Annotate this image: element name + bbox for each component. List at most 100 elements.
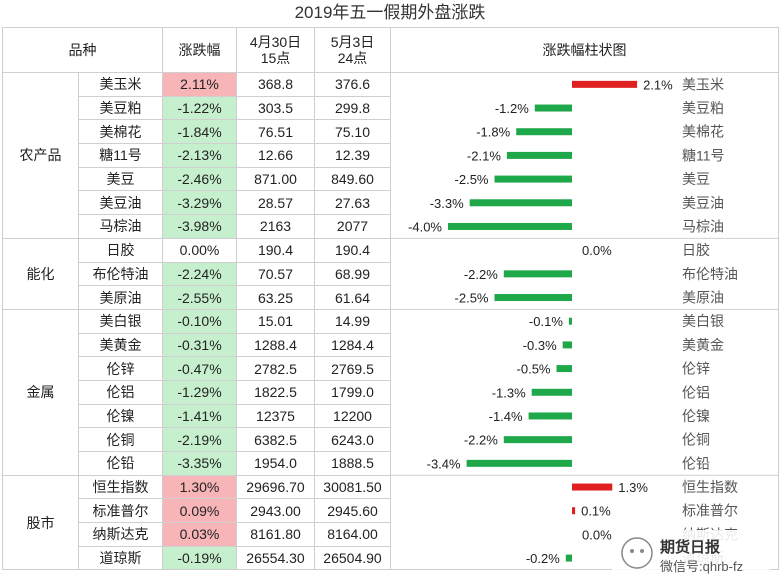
data-label: -2.2% xyxy=(464,267,498,282)
table-row: 糖11号 -2.13% 12.66 12.39 xyxy=(3,143,779,168)
table-row: 美原油 -2.55% 63.25 61.64 xyxy=(3,285,779,310)
bar xyxy=(494,294,572,302)
price-may3: 849.60 xyxy=(314,166,391,192)
table-row: 伦铅 -3.35% 1954.0 1888.5 xyxy=(3,451,779,476)
data-label: -1.4% xyxy=(489,409,523,424)
wechat-logo-icon xyxy=(621,537,653,569)
category-label: 伦锌 xyxy=(682,361,710,377)
change-cell: -2.19% xyxy=(162,427,237,452)
product-name: 美豆粕 xyxy=(78,95,163,121)
product-name: 标准普尔 xyxy=(78,498,163,524)
data-label: -0.3% xyxy=(523,338,557,353)
price-apr30: 368.8 xyxy=(236,72,315,97)
data-label: 0.0% xyxy=(582,527,612,542)
category-label: 伦铝 xyxy=(682,384,710,400)
bar xyxy=(531,388,572,396)
table-row: 伦铝 -1.29% 1822.5 1799.0 xyxy=(3,379,779,405)
change-cell: -1.41% xyxy=(162,403,237,429)
bar xyxy=(469,199,572,207)
product-name: 道琼斯 xyxy=(78,545,163,571)
bar xyxy=(494,175,572,183)
header-change: 涨跌幅 xyxy=(162,27,237,73)
price-may3: 30081.50 xyxy=(314,474,391,500)
data-label: -2.5% xyxy=(455,291,489,306)
price-apr30: 2943.00 xyxy=(236,498,315,524)
change-cell: 1.30% xyxy=(162,474,237,500)
price-may3: 1284.4 xyxy=(314,332,391,358)
product-name: 伦铝 xyxy=(78,379,163,405)
data-label: -1.2% xyxy=(495,101,529,116)
price-apr30: 2782.5 xyxy=(236,356,315,381)
bar xyxy=(572,483,613,491)
header-product: 品种 xyxy=(2,27,163,73)
price-apr30: 2163 xyxy=(236,214,315,239)
change-cell: -1.84% xyxy=(162,119,237,145)
table-row: 道琼斯 -0.19% 26554.30 26504.90 xyxy=(3,545,779,571)
price-may3: 26504.90 xyxy=(314,545,391,571)
price-may3: 2077 xyxy=(314,214,391,239)
price-may3: 376.6 xyxy=(314,72,391,97)
change-cell: 0.03% xyxy=(162,522,237,547)
table-row: 股市 恒生指数 1.30% 29696.70 30081.50 xyxy=(2,474,779,571)
product-name: 恒生指数 xyxy=(78,474,163,500)
bar xyxy=(562,341,572,349)
table-row: 伦铜 -2.19% 6382.5 6243.0 xyxy=(3,427,779,452)
price-may3: 299.8 xyxy=(314,95,391,121)
category-label: 美豆粕 xyxy=(682,100,724,116)
table-header-row: 品种 涨跌幅 4月30日 15点 5月3日 24点 涨跌幅柱状图 xyxy=(2,27,779,73)
change-cell: -2.24% xyxy=(162,261,237,287)
data-label: -1.3% xyxy=(492,385,526,400)
bar xyxy=(528,412,572,420)
change-cell: -0.19% xyxy=(162,545,237,571)
product-name: 伦锌 xyxy=(78,356,163,381)
data-label: -0.2% xyxy=(526,551,560,566)
product-name: 马棕油 xyxy=(78,214,163,239)
change-cell: -3.29% xyxy=(162,190,237,216)
data-label: 2.1% xyxy=(643,77,673,92)
category-label: 美白银 xyxy=(682,313,724,329)
table-row: 纳斯达克 0.03% 8161.80 8164.00 xyxy=(3,522,779,547)
product-name: 美白银 xyxy=(78,308,163,334)
header-price-may3: 5月3日 24点 xyxy=(314,27,391,73)
table-row: 美豆油 -3.29% 28.57 27.63 xyxy=(3,190,779,216)
category-label: 美黄金 xyxy=(682,337,724,353)
data-label: -0.1% xyxy=(529,314,563,329)
price-may3: 12.39 xyxy=(314,143,391,168)
bar xyxy=(506,151,572,159)
product-name: 美豆 xyxy=(78,166,163,192)
price-may3: 2769.5 xyxy=(314,356,391,381)
category-label: 美豆 xyxy=(682,171,710,187)
bar xyxy=(534,104,572,112)
category-label: 布伦特油 xyxy=(682,266,738,282)
data-label: -4.0% xyxy=(408,219,442,234)
table-row: 马棕油 -3.98% 2163 2077 xyxy=(3,214,779,239)
product-name: 布伦特油 xyxy=(78,261,163,287)
header-price-apr30: 4月30日 15点 xyxy=(236,27,315,73)
price-apr30: 1954.0 xyxy=(236,451,315,476)
product-name: 美原油 xyxy=(78,285,163,310)
product-name: 伦镍 xyxy=(78,403,163,429)
price-apr30: 871.00 xyxy=(236,166,315,192)
change-cell: -1.22% xyxy=(162,95,237,121)
price-apr30: 1288.4 xyxy=(236,332,315,358)
change-cell: -2.55% xyxy=(162,285,237,310)
category-cell: 金属 xyxy=(2,308,79,476)
product-name: 纳斯达克 xyxy=(78,522,163,547)
product-name: 糖11号 xyxy=(78,143,163,168)
price-apr30: 15.01 xyxy=(236,308,315,334)
change-cell: -0.47% xyxy=(162,356,237,381)
change-cell: -0.31% xyxy=(162,332,237,358)
data-label: -2.2% xyxy=(464,433,498,448)
bar xyxy=(556,365,572,373)
category-label: 日胶 xyxy=(682,242,710,258)
product-name: 日胶 xyxy=(78,237,163,263)
price-apr30: 190.4 xyxy=(236,237,315,263)
price-may3: 27.63 xyxy=(314,190,391,216)
data-label: -3.4% xyxy=(427,456,461,471)
price-may3: 1888.5 xyxy=(314,451,391,476)
category-label: 美棉花 xyxy=(682,124,724,140)
table-row: 美豆粕 -1.22% 303.5 299.8 xyxy=(3,95,779,121)
bar xyxy=(466,459,572,467)
price-apr30: 28.57 xyxy=(236,190,315,216)
product-name: 美棉花 xyxy=(78,119,163,145)
